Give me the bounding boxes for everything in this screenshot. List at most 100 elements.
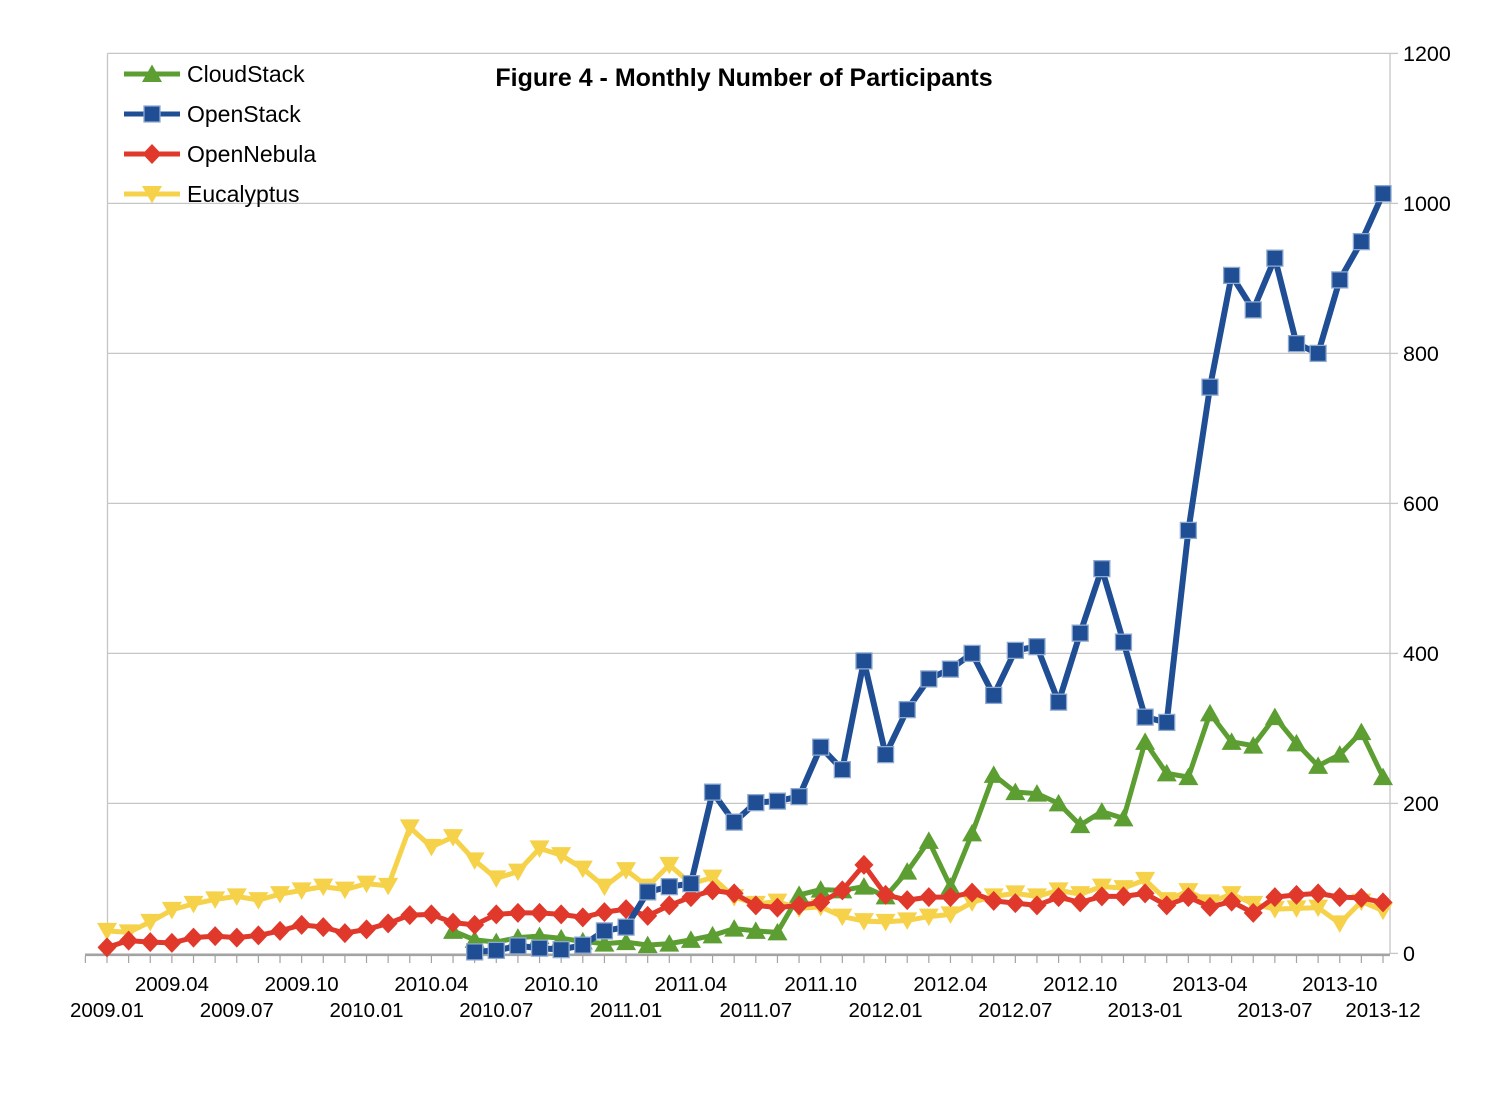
marker-diamond-OpenNebula <box>1049 887 1069 908</box>
marker-diamond-OpenNebula <box>1178 887 1198 908</box>
marker-triangle-up-CloudStack <box>897 862 918 880</box>
marker-square-OpenStack <box>1287 334 1306 353</box>
marker-diamond-OpenNebula <box>746 895 766 916</box>
marker-diamond-OpenNebula <box>530 902 550 923</box>
marker-diamond-OpenNebula <box>248 925 268 946</box>
marker-triangle-down-Eucalyptus <box>940 906 961 924</box>
marker-square-OpenStack <box>833 761 851 779</box>
marker-triangle-up-CloudStack <box>1091 802 1112 820</box>
marker-triangle-down-Eucalyptus <box>594 878 615 897</box>
marker-diamond-OpenNebula <box>270 920 290 941</box>
marker-diamond-OpenNebula <box>1351 887 1371 908</box>
marker-triangle-down-Eucalyptus <box>443 829 464 847</box>
marker-square-OpenStack <box>812 738 830 756</box>
legend-label: Eucalyptus <box>187 180 300 207</box>
marker-triangle-down-Eucalyptus <box>616 862 637 880</box>
legend-item-cloudstack: CloudStack <box>122 54 316 94</box>
y-tick-label: 0 <box>1403 942 1415 966</box>
marker-diamond-OpenNebula <box>1113 886 1133 907</box>
marker-triangle-down-Eucalyptus <box>1308 899 1329 918</box>
marker-triangle-up-CloudStack <box>767 922 788 941</box>
marker-square-OpenStack <box>703 783 722 801</box>
marker-diamond-OpenNebula <box>573 907 593 928</box>
marker-triangle-up-CloudStack <box>810 880 831 898</box>
marker-triangle-down-Eucalyptus <box>551 847 572 865</box>
marker-triangle-down-Eucalyptus <box>161 901 182 920</box>
marker-triangle-up-CloudStack <box>1221 732 1242 750</box>
marker-triangle-up-CloudStack <box>1308 756 1329 774</box>
marker-square-OpenStack <box>1266 249 1284 267</box>
marker-diamond-OpenNebula <box>551 904 571 925</box>
marker-triangle-down-Eucalyptus <box>702 869 723 888</box>
marker-triangle-down-Eucalyptus <box>529 840 550 858</box>
marker-triangle-up-CloudStack <box>1264 707 1285 726</box>
y-tick-label: 200 <box>1403 792 1439 816</box>
marker-diamond-OpenNebula <box>119 930 139 951</box>
marker-diamond-OpenNebula <box>962 882 982 903</box>
marker-triangle-down-Eucalyptus <box>399 819 420 837</box>
legend-label: OpenNebula <box>187 140 317 167</box>
marker-square-OpenStack <box>855 652 873 670</box>
marker-triangle-up-CloudStack <box>1199 703 1220 722</box>
marker-square-OpenStack <box>509 937 527 955</box>
marker-triangle-down-Eucalyptus <box>464 852 485 870</box>
marker-triangle-down-Eucalyptus <box>226 888 247 906</box>
eucalyptus-line-marker-icon <box>124 186 180 204</box>
marker-triangle-down-Eucalyptus <box>832 908 853 927</box>
marker-square-OpenStack <box>1244 301 1262 319</box>
marker-diamond-OpenNebula <box>703 880 723 901</box>
marker-diamond-OpenNebula <box>1135 883 1155 904</box>
marker-triangle-up-CloudStack <box>616 932 637 951</box>
marker-diamond-OpenNebula <box>767 897 787 918</box>
marker-square-OpenStack <box>725 813 743 831</box>
x-tick-label: 2013-10 <box>1302 973 1377 996</box>
marker-diamond-OpenNebula <box>1005 893 1025 914</box>
marker-square-OpenStack <box>1136 708 1154 726</box>
marker-square-OpenStack <box>1352 232 1371 251</box>
marker-square-OpenStack <box>963 644 981 663</box>
marker-triangle-up-CloudStack <box>1135 732 1156 750</box>
marker-diamond-OpenNebula <box>142 144 162 164</box>
marker-square-OpenStack <box>682 875 700 893</box>
marker-diamond-OpenNebula <box>1200 896 1220 917</box>
marker-square-OpenStack <box>1158 713 1176 732</box>
marker-triangle-down-Eucalyptus <box>356 875 377 894</box>
y-tick-label: 1000 <box>1403 192 1451 216</box>
marker-square-OpenStack <box>466 943 484 961</box>
marker-triangle-down-Eucalyptus <box>421 838 442 857</box>
marker-diamond-OpenNebula <box>443 912 463 933</box>
marker-diamond-OpenNebula <box>659 895 679 916</box>
marker-square-OpenStack <box>487 941 505 960</box>
marker-square-OpenStack <box>1201 378 1219 396</box>
marker-diamond-OpenNebula <box>140 932 160 953</box>
marker-triangle-down-Eucalyptus <box>142 186 162 204</box>
marker-square-OpenStack <box>768 792 787 810</box>
marker-triangle-down-Eucalyptus <box>291 882 312 900</box>
marker-triangle-up-CloudStack <box>789 885 810 903</box>
marker-diamond-OpenNebula <box>400 905 420 926</box>
marker-triangle-down-Eucalyptus <box>1329 915 1350 933</box>
marker-diamond-OpenNebula <box>638 905 658 926</box>
marker-diamond-OpenNebula <box>357 919 377 940</box>
marker-square-OpenStack <box>876 746 895 764</box>
marker-triangle-down-Eucalyptus <box>270 886 291 904</box>
legend-item-eucalyptus: Eucalyptus <box>122 174 316 214</box>
marker-triangle-down-Eucalyptus <box>334 881 355 900</box>
marker-triangle-up-CloudStack <box>745 921 766 939</box>
x-tick-label: 2012.04 <box>913 973 987 996</box>
marker-diamond-OpenNebula <box>1027 895 1047 916</box>
marker-triangle-down-Eucalyptus <box>248 892 269 910</box>
marker-diamond-OpenNebula <box>1286 884 1306 905</box>
marker-triangle-down-Eucalyptus <box>572 860 593 879</box>
marker-square-OpenStack <box>1093 560 1111 578</box>
x-tick-label: 2009.04 <box>135 973 209 996</box>
marker-diamond-OpenNebula <box>919 887 939 908</box>
marker-triangle-up-CloudStack <box>1048 793 1069 812</box>
marker-diamond-OpenNebula <box>984 890 1004 911</box>
marker-square-OpenStack <box>1222 266 1241 285</box>
marker-triangle-down-Eucalyptus <box>875 913 896 932</box>
marker-triangle-down-Eucalyptus <box>918 908 939 927</box>
x-tick-label: 2011.07 <box>720 999 793 1022</box>
marker-square-OpenStack <box>898 701 916 719</box>
x-tick-label: 2012.07 <box>978 999 1052 1022</box>
